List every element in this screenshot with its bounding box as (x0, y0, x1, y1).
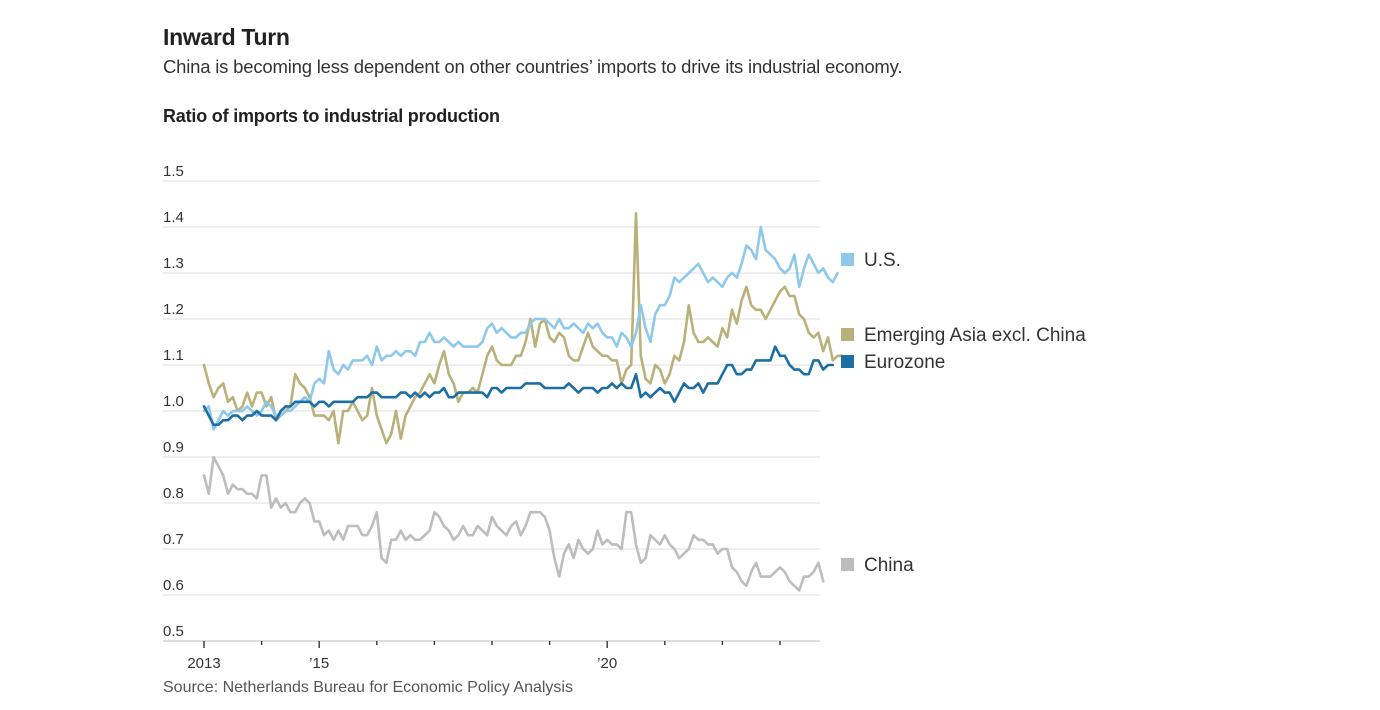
legend-item: U.S. (841, 250, 901, 271)
chart-title: Inward Turn (163, 24, 290, 50)
y-tick-label: 0.7 (163, 531, 184, 548)
y-tick-label: 1.5 (163, 163, 184, 180)
source-note: Source: Netherlands Bureau for Economic … (163, 679, 573, 696)
legend-swatch (841, 558, 854, 571)
legend-label: U.S. (864, 250, 901, 271)
legend-label: Eurozone (864, 352, 945, 373)
y-tick-label: 1.3 (163, 255, 184, 272)
y-tick-label: 1.4 (163, 209, 184, 226)
legend-label: China (864, 555, 914, 576)
y-tick-label: 0.5 (163, 623, 184, 640)
legend-swatch (841, 355, 854, 368)
y-tick-label: 1.2 (163, 301, 184, 318)
chart-subtitle: China is becoming less dependent on othe… (163, 56, 903, 77)
legend-item: Eurozone (841, 352, 945, 373)
y-tick-label: 0.8 (163, 485, 184, 502)
legend-item: China (841, 555, 914, 576)
legend-item: Emerging Asia excl. China (841, 325, 1086, 346)
series-lines (202, 211, 844, 592)
series-line-eurozone (202, 345, 835, 427)
legend-label: Emerging Asia excl. China (864, 325, 1086, 346)
y-tick-label: 1.0 (163, 393, 184, 410)
x-tick-label: 2013 (187, 655, 220, 672)
legend-swatch (841, 253, 854, 266)
x-tick-label: ’20 (597, 655, 617, 672)
gridlines (163, 180, 820, 642)
y-tick-label: 1.1 (163, 347, 184, 364)
series-line-china (202, 455, 825, 592)
legend: U.S. Emerging Asia excl. China Eurozone Chi… (841, 250, 1086, 576)
y-tick-label: 0.6 (163, 577, 184, 594)
x-axis: 2013 ’15 ’20 (187, 641, 781, 672)
legend-swatch (841, 328, 854, 341)
y-tick-label: 0.9 (163, 439, 184, 456)
chart-heading: Ratio of imports to industrial productio… (163, 106, 500, 126)
x-tick-label: ’15 (309, 655, 329, 672)
series-line-u-s (202, 225, 839, 431)
y-axis: 0.5 0.6 0.7 0.8 0.9 1.0 1.1 1.2 1.3 1.4 1.5 (163, 163, 184, 640)
